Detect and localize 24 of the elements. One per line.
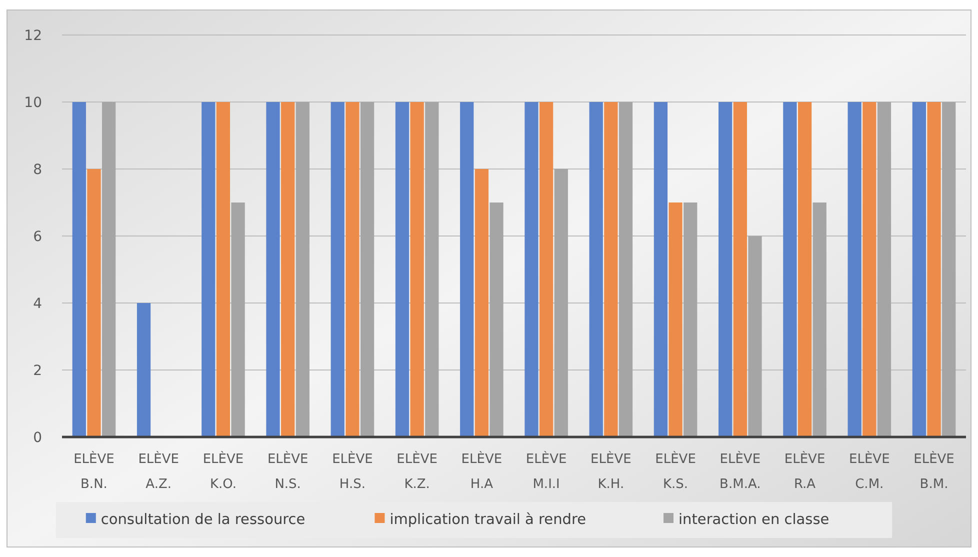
x-tick-label: ELÈVE N.S. — [267, 450, 308, 492]
y-tick-label: 0 — [33, 430, 42, 446]
x-tick-label: ELÈVE K.H. — [590, 450, 632, 492]
y-tick-label: 12 — [24, 28, 42, 44]
x-tick-label: ELÈVE H.A — [461, 450, 502, 492]
x-tick-label: ELÈVE K.O. — [202, 450, 244, 492]
y-tick-label: 4 — [33, 296, 42, 312]
x-tick-label: ELÈVE B.N. — [74, 450, 114, 492]
x-tick-label: ELÈVE R.A — [784, 450, 826, 492]
x-tick-label: ELÈVE B.M. — [914, 450, 954, 492]
y-tick-label: 10 — [24, 94, 42, 111]
x-tick-label: ELÈVE B.M.A. — [720, 450, 761, 492]
legend-label: implication travail à rendre — [390, 512, 586, 528]
x-tick-label: ELÈVE K.Z. — [396, 450, 438, 492]
legend-label: interaction en classe — [678, 512, 830, 528]
y-tick-label: 6 — [33, 228, 42, 245]
x-tick-label: ELÈVE H.S. — [332, 450, 373, 492]
x-tick-label: ELÈVE A.Z. — [138, 450, 179, 492]
x-tick-label: ELÈVE K.S. — [655, 450, 696, 492]
x-tick-label: ELÈVE M.I.I — [526, 450, 567, 492]
y-tick-label: 2 — [33, 362, 42, 379]
y-tick-label: 8 — [33, 162, 42, 178]
x-tick-label: ELÈVE C.M. — [849, 450, 890, 492]
legend-label: consultation de la ressource — [100, 512, 306, 528]
